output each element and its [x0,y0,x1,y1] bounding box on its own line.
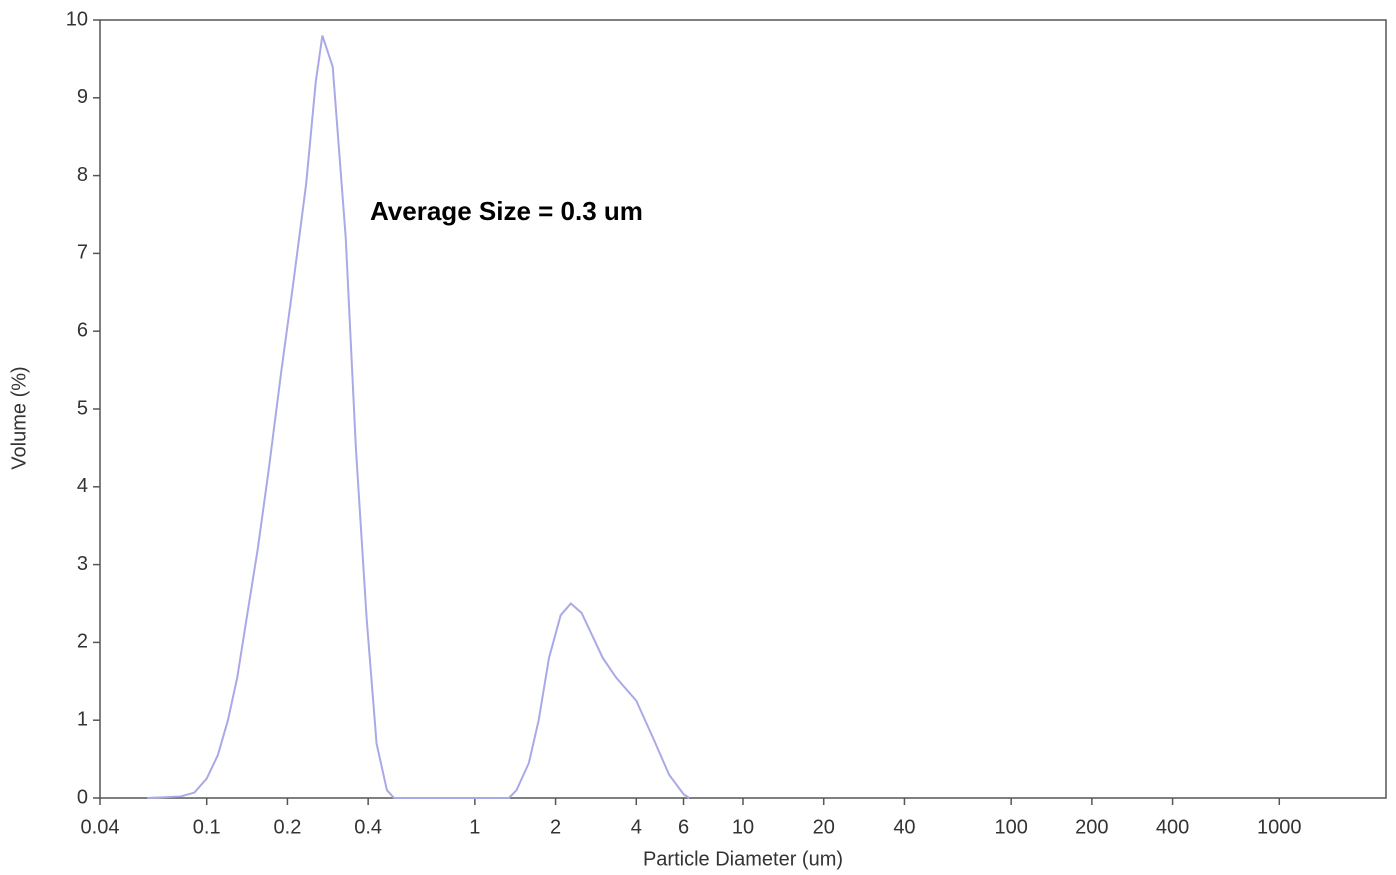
annotation: Average Size = 0.3 um [370,196,643,226]
x-tick-label: 100 [994,816,1027,838]
x-tick-label: 40 [893,816,915,838]
x-tick-label: 4 [631,816,642,838]
x-tick-label: 20 [813,816,835,838]
x-tick-label: 0.2 [274,816,302,838]
y-axis-label: Volume (%) [8,366,30,469]
y-tick-label: 10 [66,8,88,30]
data-line [147,35,690,799]
x-tick-label: 400 [1156,816,1189,838]
x-tick-label: 6 [678,816,689,838]
y-tick-label: 3 [77,553,88,575]
y-tick-label: 5 [77,397,88,419]
x-tick-label: 0.1 [193,816,221,838]
y-tick-label: 8 [77,164,88,186]
y-tick-label: 2 [77,631,88,653]
x-tick-label: 200 [1075,816,1108,838]
y-tick-label: 4 [77,475,88,497]
x-axis-label: Particle Diameter (um) [643,848,843,870]
y-tick-label: 0 [77,786,88,808]
x-tick-label: 10 [732,816,754,838]
y-tick-label: 7 [77,242,88,264]
y-tick-label: 6 [77,319,88,341]
x-tick-label: 0.4 [354,816,382,838]
x-tick-label: 0.04 [81,816,120,838]
x-tick-label: 1000 [1257,816,1302,838]
y-tick-label: 9 [77,86,88,108]
plot-frame [99,19,1387,799]
x-tick-label: 2 [550,816,561,838]
y-tick-label: 1 [77,708,88,730]
x-tick-label: 1 [469,816,480,838]
